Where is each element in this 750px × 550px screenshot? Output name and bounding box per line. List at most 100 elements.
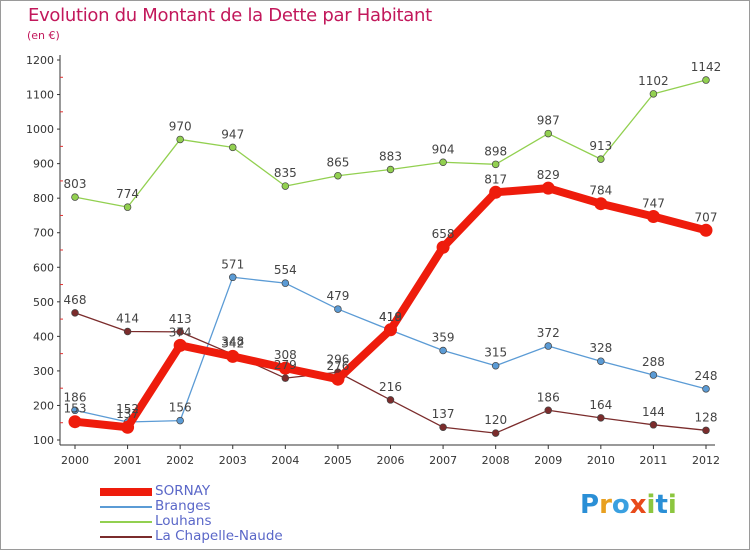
data-label-louhans: 947: [221, 127, 244, 141]
x-tick-label: 2005: [324, 454, 352, 467]
data-point-la-chapelle-naude: [123, 327, 132, 336]
data-point-branges: [229, 273, 237, 282]
data-point-sornay: [331, 372, 345, 386]
data-label-louhans: 898: [484, 144, 507, 158]
data-label-sornay: 829: [537, 168, 560, 182]
data-label-sornay: 658: [432, 227, 455, 241]
data-point-la-chapelle-naude: [281, 374, 290, 382]
data-point-sornay: [121, 420, 135, 434]
x-tick-label: 2009: [534, 454, 562, 467]
legend-swatch-branges: [100, 506, 152, 508]
logo-letter: i: [646, 490, 656, 520]
x-tick-label: 2006: [377, 454, 405, 467]
data-point-sornay: [541, 181, 555, 195]
data-label-sornay: 817: [484, 172, 507, 186]
logo-letter: o: [611, 490, 630, 520]
data-label-la-chapelle-naude: 186: [537, 390, 560, 404]
data-label-louhans: 904: [432, 142, 455, 156]
y-tick-label: 1200: [26, 54, 54, 67]
logo-letter: t: [655, 490, 668, 520]
data-point-branges: [176, 416, 184, 425]
data-label-branges: 571: [221, 257, 244, 271]
data-label-louhans: 970: [169, 119, 192, 133]
y-tick-label: 1000: [26, 123, 54, 136]
y-tick-label: 700: [33, 227, 54, 240]
data-point-louhans: [597, 155, 605, 163]
x-tick-label: 2012: [692, 454, 720, 467]
data-point-sornay: [699, 223, 713, 237]
chart-title: Evolution du Montant de la Dette par Hab…: [28, 5, 432, 26]
data-label-sornay: 784: [589, 184, 612, 198]
data-label-la-chapelle-naude: 279: [274, 358, 297, 372]
data-point-sornay: [278, 361, 292, 375]
x-tick-label: 2008: [482, 454, 510, 467]
data-point-louhans: [123, 203, 132, 211]
data-label-louhans: 774: [116, 187, 139, 201]
data-label-branges: 156: [169, 401, 192, 415]
y-tick-label: 500: [33, 296, 54, 309]
data-point-la-chapelle-naude: [702, 426, 710, 435]
legend-label-louhans: Louhans: [155, 513, 212, 529]
data-label-branges: 315: [484, 346, 507, 360]
x-tick-label: 2002: [166, 454, 194, 467]
data-point-la-chapelle-naude: [439, 423, 447, 431]
legend-label-la-chapelle-naude: La Chapelle-Naude: [155, 528, 283, 544]
data-label-louhans: 865: [326, 156, 349, 170]
data-label-sornay: 137: [116, 407, 139, 421]
data-point-branges: [702, 385, 710, 393]
y-tick-label: 100: [33, 434, 54, 447]
data-point-branges: [544, 342, 552, 350]
y-tick-label: 200: [33, 399, 54, 412]
y-tick-label: 1100: [26, 89, 54, 102]
chart-subtitle: (en €): [27, 29, 60, 42]
x-tick-label: 2004: [271, 454, 299, 467]
data-point-louhans: [544, 129, 552, 138]
data-point-branges: [281, 279, 290, 287]
data-point-la-chapelle-naude: [176, 328, 184, 336]
data-label-sornay: 747: [642, 196, 665, 210]
data-point-louhans: [386, 165, 395, 174]
data-point-la-chapelle-naude: [544, 406, 552, 415]
data-label-louhans: 1142: [691, 60, 722, 74]
data-label-louhans: 835: [274, 166, 297, 180]
x-tick-label: 2003: [219, 454, 247, 467]
data-point-louhans: [281, 182, 290, 190]
data-label-la-chapelle-naude: 120: [484, 413, 507, 427]
data-label-la-chapelle-naude: 144: [642, 405, 665, 419]
data-label-la-chapelle-naude: 128: [695, 410, 718, 424]
data-label-sornay: 276: [326, 359, 349, 373]
logo-letter: i: [667, 490, 677, 520]
data-point-la-chapelle-naude: [71, 309, 79, 317]
data-label-sornay: 419: [379, 310, 402, 324]
data-label-branges: 186: [64, 390, 87, 404]
x-tick-label: 2001: [114, 454, 142, 467]
data-label-branges: 248: [695, 369, 718, 383]
data-point-branges: [491, 361, 500, 370]
data-label-louhans: 883: [379, 150, 402, 164]
data-point-branges: [597, 357, 605, 365]
y-tick-label: 800: [33, 192, 54, 205]
legend-item-la-chapelle-naude: La Chapelle-Naude: [100, 528, 360, 544]
data-label-branges: 418: [379, 310, 402, 324]
data-point-branges: [71, 406, 79, 415]
legend-item-branges: Branges: [100, 498, 360, 514]
y-tick-label: 400: [33, 330, 54, 343]
legend-swatch-louhans: [100, 521, 152, 523]
data-label-la-chapelle-naude: 413: [169, 312, 192, 326]
logo-letter: r: [599, 490, 612, 520]
data-label-branges: 372: [537, 326, 560, 340]
data-label-branges: 479: [326, 289, 349, 303]
data-point-louhans: [649, 90, 658, 98]
y-tick-label: 300: [33, 365, 54, 378]
data-label-sornay: 707: [695, 210, 718, 224]
data-label-sornay: 374: [169, 325, 192, 339]
legend-swatch-la-chapelle-naude: [100, 536, 152, 538]
data-label-la-chapelle-naude: 137: [432, 407, 455, 421]
data-label-la-chapelle-naude: 216: [379, 380, 402, 394]
x-tick-label: 2000: [61, 454, 89, 467]
data-point-la-chapelle-naude: [597, 414, 605, 422]
legend-label-branges: Branges: [155, 498, 211, 514]
data-label-sornay: 342: [221, 336, 244, 350]
data-point-sornay: [436, 240, 450, 254]
